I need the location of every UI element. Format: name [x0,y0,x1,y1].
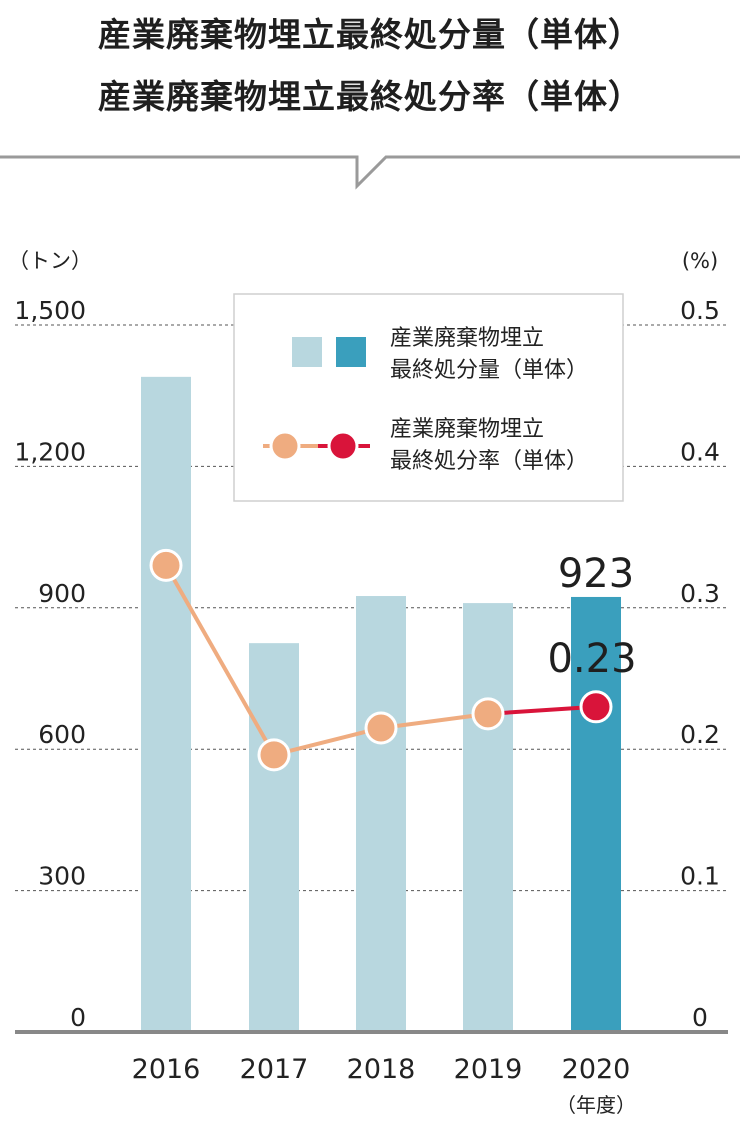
bar-series [141,376,621,1032]
right-axis-unit: (%) [682,249,718,273]
right-tick-label: 0 [692,1003,708,1032]
line-point-2019 [471,697,505,731]
line-point-2020 [579,690,613,724]
legend-label-rate: 産業廃棄物埋立 [390,417,544,442]
line-value-label: 0.23 [547,636,636,682]
line-point-2017 [257,738,291,772]
x-axis-unit: （年度） [556,1093,636,1117]
legend: 産業廃棄物埋立最終処分量（単体）産業廃棄物埋立最終処分率（単体） [233,293,624,502]
right-tick-label: 0.1 [680,862,720,891]
bar-2017 [249,643,299,1032]
right-tick-label: 0.2 [680,720,720,749]
right-tick-label: 0.5 [680,296,720,325]
left-tick-label: 300 [38,862,86,891]
left-tick-label: 600 [38,720,86,749]
bar-2020 [571,596,621,1032]
category-label-2020: 2020 [562,1054,631,1085]
legend-marker-highlight [327,430,359,462]
category-label-2019: 2019 [454,1054,523,1085]
chart-title-rate: 産業廃棄物埋立最終処分率（単体） [98,77,642,116]
legend-marker [269,430,301,462]
right-tick-label: 0.4 [680,437,720,466]
left-tick-label: 900 [38,579,86,608]
title-separator [0,155,740,190]
category-label-2017: 2017 [240,1054,309,1085]
left-tick-label: 1,200 [14,437,86,466]
left-axis-unit: （トン） [8,249,92,273]
line-series [149,548,613,772]
legend-swatch-bar [292,337,322,367]
line-segment [487,704,597,716]
bar-value-label: 923 [558,551,634,597]
chart-title-amount: 産業廃棄物埋立最終処分量（単体） [98,15,642,54]
left-tick-label: 1,500 [14,296,86,325]
category-label-2016: 2016 [132,1054,201,1085]
bar-2018 [356,596,406,1032]
line-segment [164,564,276,756]
axis-labels: 0 300 600 900 1,200 1,500 0 0.1 0.2 0.3 0.4 0.5 （トン）… [8,249,720,1117]
legend-label-amount: 産業廃棄物埋立 [390,326,544,351]
right-tick-label: 0.3 [680,579,720,608]
line-point-2016 [149,548,183,582]
bar-2016 [141,376,191,1032]
legend-box [233,293,624,502]
legend-swatch-bar-highlight [336,337,366,367]
legend-label-rate: 最終処分率（単体） [390,449,588,474]
left-tick-label: 0 [70,1003,86,1032]
line-segment [380,711,489,730]
category-label-2018: 2018 [347,1054,416,1085]
line-segment [273,726,382,757]
bar-2019 [463,603,513,1032]
legend-label-amount: 最終処分量（単体） [390,358,588,383]
line-point-2018 [364,711,398,745]
